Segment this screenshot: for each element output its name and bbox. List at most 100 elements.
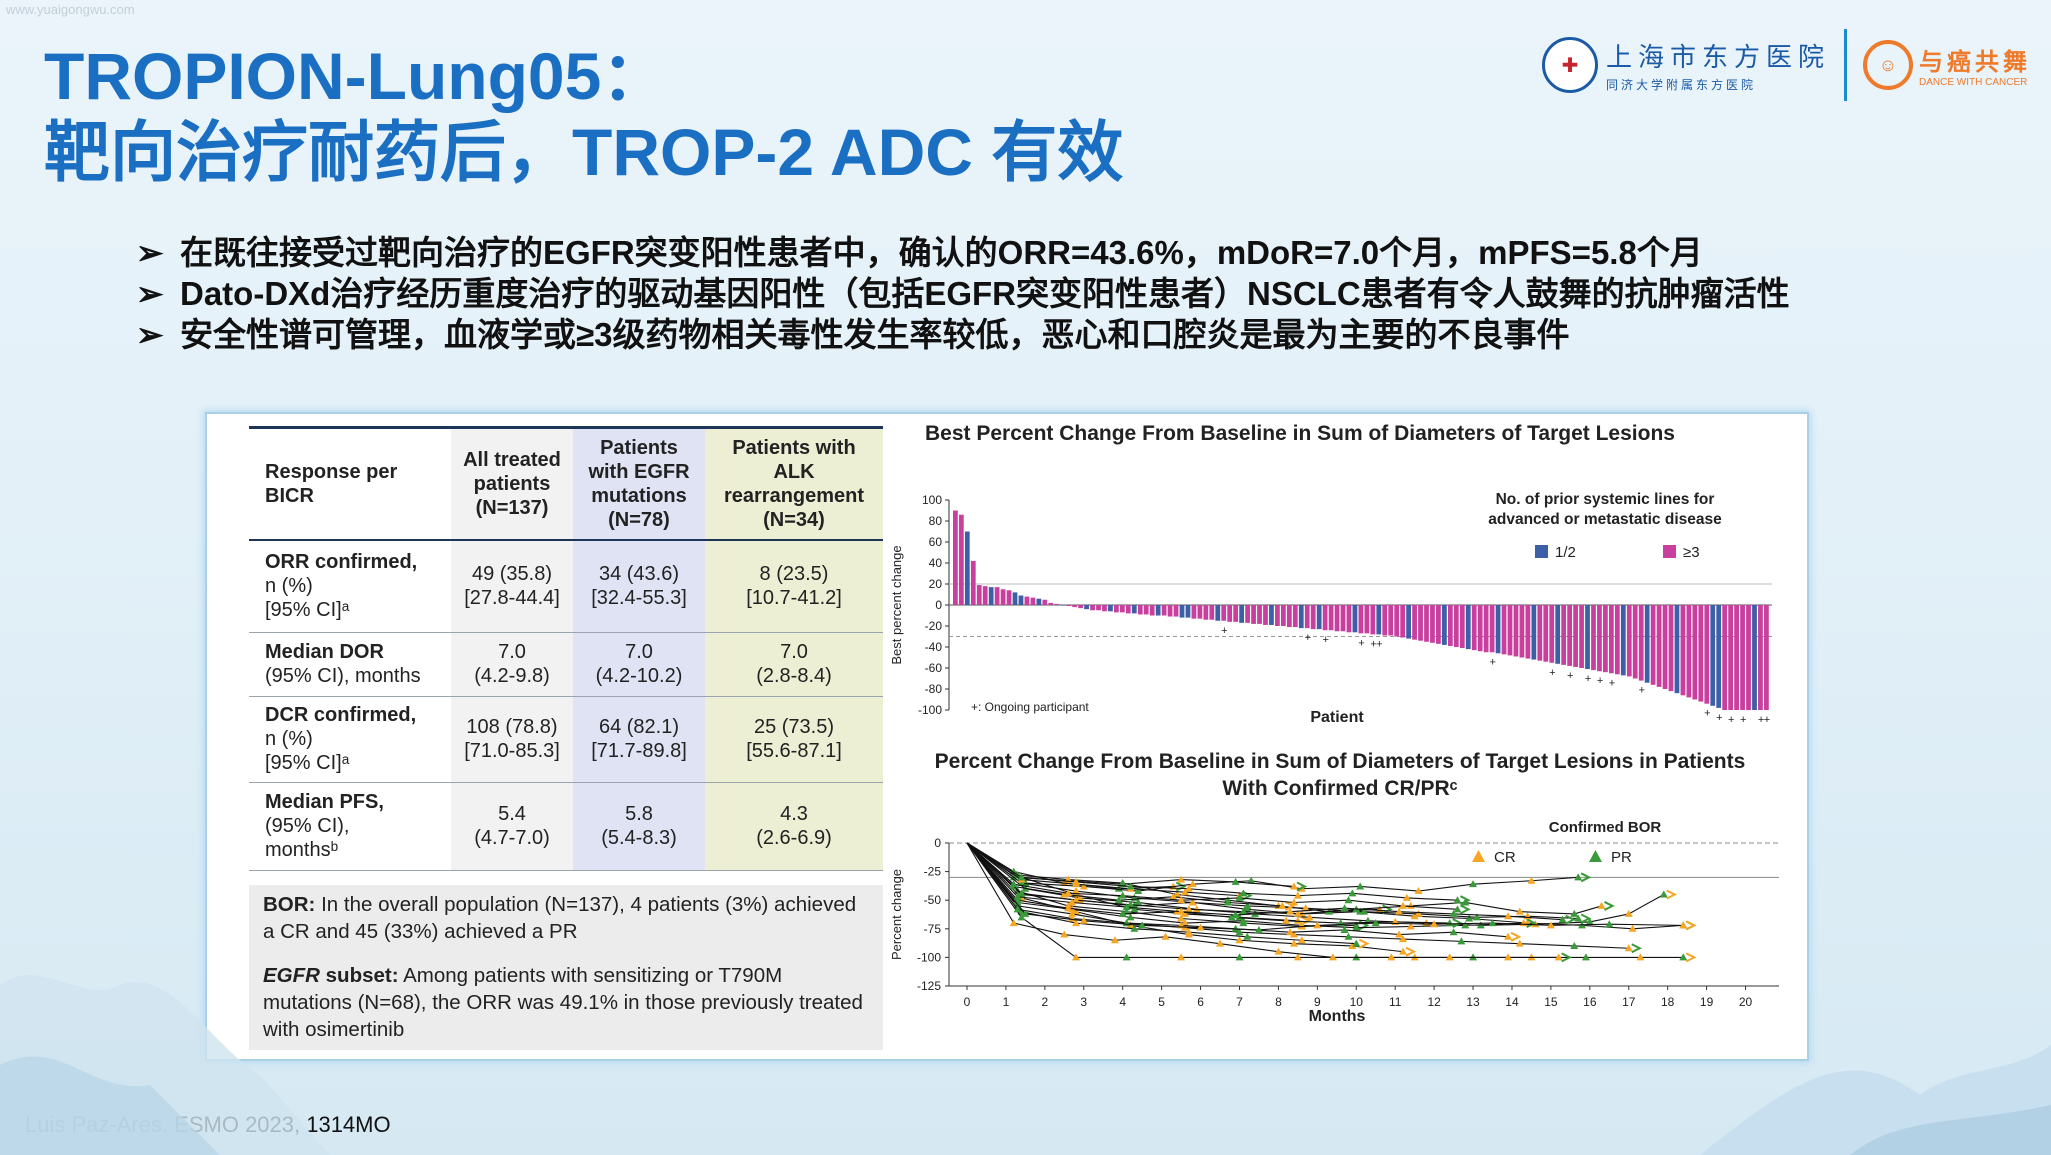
response-marker: [1075, 893, 1084, 901]
response-marker: [1138, 921, 1147, 929]
x-tick-label: 10: [1350, 995, 1364, 1009]
bullet-arrow-icon: ➢: [136, 234, 164, 271]
bullet-item: ➢ 在既往接受过靶向治疗的EGFR突变阳性患者中，确认的ORR=43.6%，mDo…: [136, 232, 1790, 273]
cell-line: (4.7-7.0): [474, 827, 550, 849]
waterfall-bar: [1173, 605, 1179, 617]
response-marker: [1398, 901, 1407, 909]
waterfall-annotation: +: Ongoing participant: [971, 700, 1089, 714]
response-marker: [1177, 875, 1186, 883]
table-row: ORR confirmed, n (%) [95% CI]ᵃ 49 (35.8) [27…: [249, 540, 883, 633]
response-marker: [1352, 939, 1361, 947]
y-tick-label: -25: [924, 865, 942, 879]
response-marker: [1574, 914, 1583, 922]
cell-line: [71.0-85.3]: [464, 740, 560, 762]
response-marker: [1071, 896, 1080, 904]
response-marker: [1231, 924, 1240, 932]
waterfall-bar: [1406, 605, 1411, 639]
response-marker: [1286, 928, 1295, 936]
response-marker: [1235, 913, 1244, 921]
ongoing-arrow: [1175, 881, 1187, 892]
x-tick-label: 12: [1427, 995, 1441, 1009]
response-marker: [1659, 890, 1668, 898]
response-marker: [1118, 879, 1127, 887]
waterfall-bar: [1161, 605, 1167, 616]
response-marker: [1235, 953, 1244, 961]
waterfall-bar: [1143, 605, 1149, 615]
ongoing-marker: +: [1305, 632, 1311, 644]
response-marker: [1293, 953, 1302, 961]
waterfall-bar: [1030, 597, 1036, 605]
waterfall-bar: [1119, 605, 1125, 613]
response-marker: [1122, 953, 1131, 961]
table-row: Median PFS, (95% CI), monthsᵇ 5.4 (4.7-7.0) 5…: [249, 782, 883, 871]
response-marker: [1134, 887, 1143, 895]
ongoing-arrow: [1358, 938, 1370, 949]
cell-line: 25 (73.5): [753, 716, 835, 738]
waterfall-bar: [1489, 605, 1495, 653]
response-marker: [1064, 889, 1073, 897]
table-header-cell: Patients with ALK rearrangement (N=34): [705, 426, 883, 541]
x-tick-label: 5: [1158, 995, 1165, 1009]
response-marker: [1169, 892, 1178, 900]
response-marker: [1344, 896, 1353, 904]
waterfall-bar: [1632, 605, 1638, 679]
x-tick-label: 14: [1505, 995, 1519, 1009]
patient-trajectory: [966, 842, 1450, 924]
cell-line: [95% CI]ᵃ: [265, 752, 350, 774]
waterfall-bar: [1424, 605, 1429, 642]
cell-line: 7.0: [625, 641, 653, 663]
x-tick-label: 9: [1314, 995, 1321, 1009]
waterfall-bar: [964, 531, 970, 605]
ongoing-arrow: [1284, 901, 1296, 911]
y-tick-label: -100: [918, 703, 942, 717]
response-marker: [1180, 919, 1189, 927]
waterfall-bar: [1251, 605, 1256, 624]
response-marker: [1177, 896, 1186, 904]
ongoing-arrow: [1526, 918, 1537, 928]
waterfall-bar: [1024, 596, 1030, 605]
y-tick-label: 0: [934, 836, 941, 850]
ongoing-marker: +: [1704, 708, 1710, 720]
waterfall-bar: [1626, 605, 1632, 677]
response-marker: [1375, 905, 1384, 913]
cell-line: 4.3: [780, 803, 808, 825]
waterfall-bar: [1090, 605, 1095, 611]
ongoing-arrow: [1460, 895, 1471, 906]
response-marker: [1504, 932, 1513, 940]
response-marker: [1126, 913, 1135, 921]
ongoing-marker: +: [1728, 714, 1734, 724]
response-marker: [1177, 953, 1186, 961]
response-marker: [1515, 907, 1524, 915]
response-marker: [1430, 920, 1439, 928]
waterfall-bar: [1131, 605, 1137, 614]
response-marker: [1118, 909, 1127, 917]
response-marker: [1068, 898, 1077, 906]
ongoing-arrow: [1452, 918, 1463, 928]
table-row: Median DOR (95% CI), months 7.0 (4.2-9.8) 7.…: [249, 632, 883, 697]
cell-line: 7.0: [498, 641, 526, 663]
response-marker: [1235, 893, 1244, 901]
waterfall-bar: [1644, 605, 1650, 683]
ongoing-marker: +: [1567, 670, 1573, 682]
waterfall-bar: [1275, 605, 1280, 626]
response-marker: [1231, 911, 1240, 919]
response-marker: [1457, 937, 1466, 945]
response-marker: [1239, 889, 1248, 897]
response-marker: [1301, 904, 1310, 912]
slide-title: TROPION-Lung05： 靶向治疗耐药后，TROP-2 ADC 有效: [44, 38, 1123, 190]
bullet-text: 安全性谱可管理，血液学或≥3级药物相关毒性发生率较低，恶心和口腔炎是最为主要的不…: [180, 316, 1570, 353]
waterfall-bar: [1108, 605, 1113, 612]
waterfall-bar: [1698, 605, 1704, 702]
waterfall-bar: [1597, 605, 1602, 672]
waterfall-bar: [1292, 605, 1298, 628]
waterfall-bar: [1054, 603, 1060, 605]
waterfall-bar: [1686, 605, 1692, 698]
ongoing-arrow: [1580, 913, 1592, 924]
response-marker: [1188, 898, 1197, 906]
x-tick-label: 15: [1544, 995, 1558, 1009]
y-tick-label: 0: [935, 598, 942, 612]
waterfall-bar: [1442, 605, 1447, 645]
response-marker: [1515, 939, 1524, 947]
waterfall-bar: [1000, 589, 1006, 605]
patient-trajectory: [966, 842, 1579, 920]
